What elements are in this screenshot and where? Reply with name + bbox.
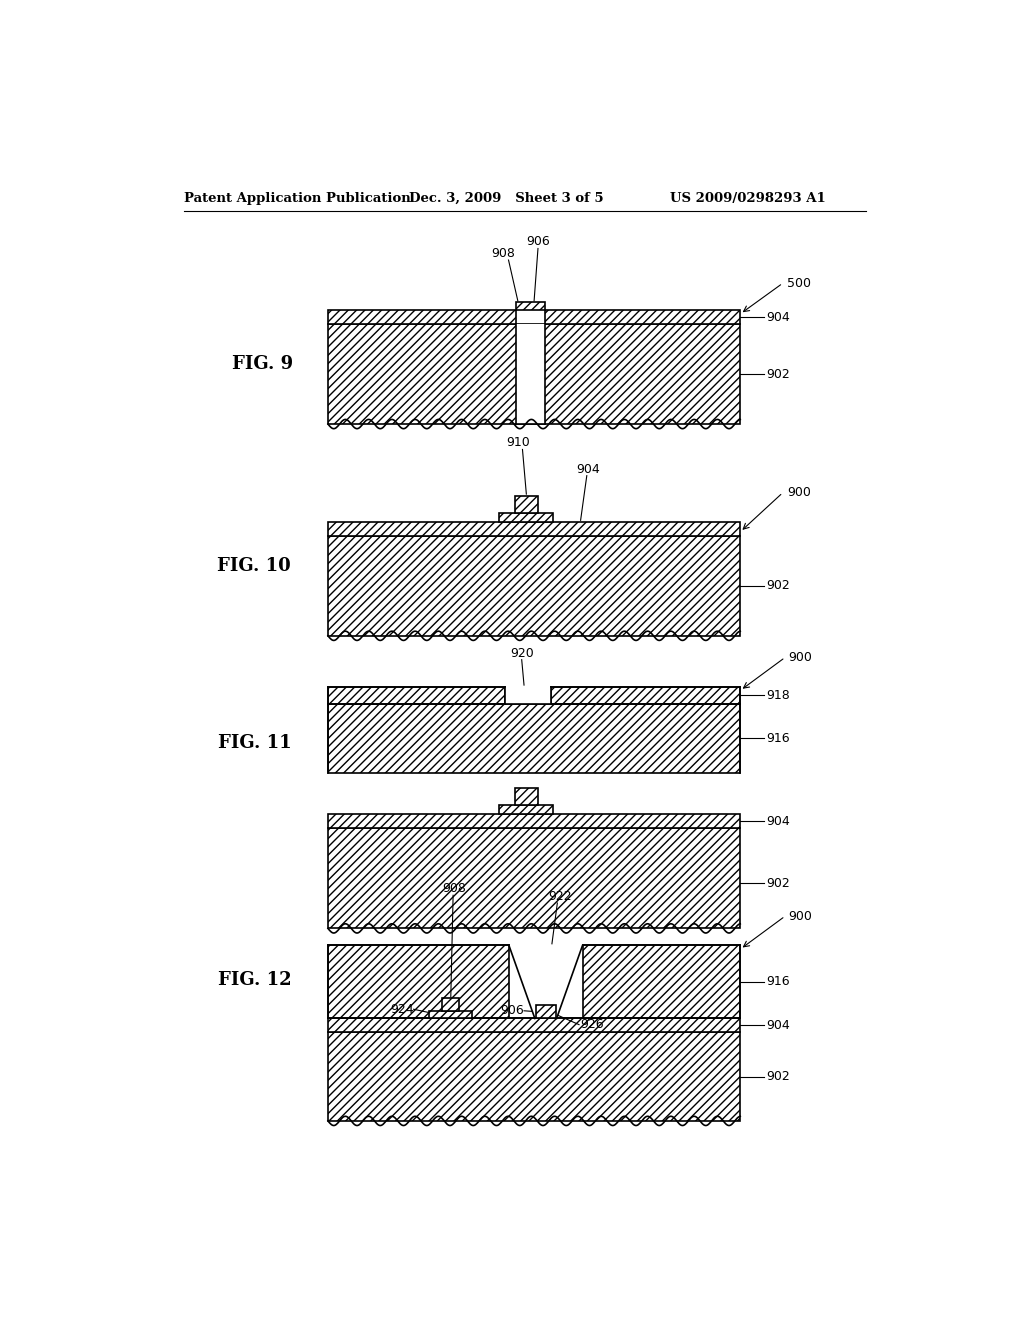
Bar: [328, 814, 740, 829]
Text: 902: 902: [766, 1071, 790, 1084]
Bar: [328, 686, 505, 704]
Text: 904: 904: [577, 462, 600, 475]
Text: 924: 924: [390, 1003, 414, 1016]
Text: 900: 900: [788, 651, 812, 664]
Bar: [328, 536, 740, 636]
Bar: [442, 998, 460, 1011]
Text: 902: 902: [766, 579, 790, 593]
Text: 920: 920: [510, 647, 534, 660]
Text: US 2009/0298293 A1: US 2009/0298293 A1: [671, 191, 826, 205]
Bar: [328, 829, 740, 928]
Text: 900: 900: [786, 486, 811, 499]
Text: 916: 916: [766, 975, 790, 989]
Text: CD: CD: [521, 351, 539, 364]
Text: 906: 906: [501, 1005, 524, 1018]
Text: Dec. 3, 2009   Sheet 3 of 5: Dec. 3, 2009 Sheet 3 of 5: [409, 191, 603, 205]
Text: 908: 908: [442, 882, 467, 895]
Text: FIG. 10: FIG. 10: [217, 557, 291, 574]
Bar: [505, 686, 551, 704]
Bar: [515, 302, 545, 310]
Text: 926: 926: [581, 1018, 604, 1031]
Text: 918: 918: [766, 689, 790, 702]
Bar: [545, 310, 740, 323]
Bar: [536, 1005, 556, 1019]
Bar: [328, 945, 509, 1019]
Text: 900: 900: [788, 909, 812, 923]
Bar: [515, 496, 538, 512]
Text: 910: 910: [507, 437, 530, 449]
Text: 904: 904: [766, 814, 790, 828]
Text: FIG. 9: FIG. 9: [231, 355, 293, 374]
Bar: [328, 310, 515, 323]
Bar: [551, 686, 740, 704]
Text: 906: 906: [526, 235, 550, 248]
Bar: [328, 1019, 740, 1032]
Text: 904: 904: [766, 310, 790, 323]
Bar: [328, 521, 740, 536]
Text: FIG. 12: FIG. 12: [217, 972, 291, 989]
Text: 500: 500: [786, 277, 811, 289]
Bar: [583, 945, 740, 1019]
Text: 902: 902: [766, 876, 790, 890]
Text: 904: 904: [766, 1019, 790, 1032]
Text: 922: 922: [548, 890, 571, 903]
Bar: [500, 512, 554, 521]
Text: 908: 908: [492, 247, 515, 260]
Bar: [429, 1011, 472, 1019]
Bar: [328, 704, 740, 774]
Bar: [515, 788, 538, 805]
Text: FIG. 11: FIG. 11: [217, 734, 291, 752]
Text: 916: 916: [766, 731, 790, 744]
Bar: [328, 323, 740, 424]
Polygon shape: [509, 945, 583, 1019]
Bar: [515, 323, 545, 424]
Bar: [328, 1032, 740, 1121]
Bar: [500, 805, 554, 814]
Bar: [515, 323, 545, 424]
Text: 902: 902: [766, 367, 790, 380]
Text: Patent Application Publication: Patent Application Publication: [183, 191, 411, 205]
